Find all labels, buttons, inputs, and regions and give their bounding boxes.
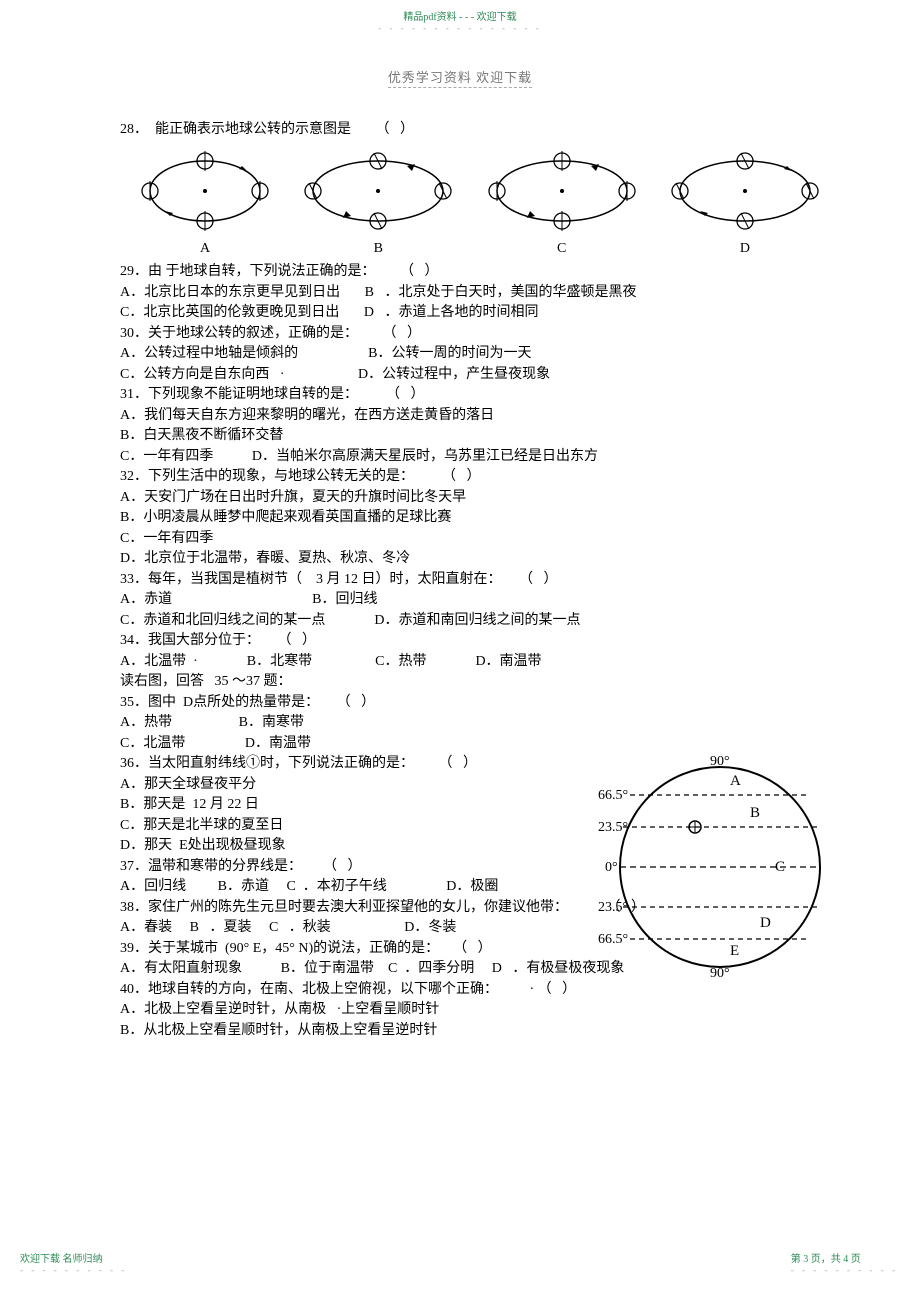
diagram-c: C bbox=[487, 146, 637, 260]
q40: 40．地球自转的方向，在南、北极上空俯视，以下哪个正确： · （ ） bbox=[120, 980, 800, 1001]
footer-right-text: 第 3 页，共 4 页 bbox=[791, 1254, 861, 1265]
diagram-a: A bbox=[140, 146, 270, 260]
zone-e: E bbox=[730, 943, 739, 959]
orbit-diagrams: A B bbox=[140, 146, 820, 260]
orbit-svg-d bbox=[670, 146, 820, 236]
q35a: A．热带 B．南寒带 bbox=[120, 713, 800, 734]
q31a: A．我们每天自东方迎来黎明的曙光，在西方送走黄昏的落日 bbox=[120, 406, 800, 427]
lat-235s: 23.5° bbox=[598, 900, 628, 915]
footer-right-dashes: - - - - - - - - - - bbox=[791, 1265, 898, 1275]
label-a: A bbox=[200, 239, 210, 260]
zone-figure: 90° 66.5° 23.5° 0° 23.5° 66.5° 90° A B C… bbox=[590, 755, 825, 980]
header-main-text: 优秀学习资料 欢迎下载 bbox=[388, 70, 532, 88]
q33: 33．每年，当我国是植树节（ 3 月 12 日）时，太阳直射在： （ ） bbox=[120, 570, 800, 591]
q30a: A．公转过程中地轴是倾斜的 B．公转一周的时间为一天 bbox=[120, 344, 800, 365]
q35c: C．北温带 D．南温带 bbox=[120, 734, 800, 755]
label-c: C bbox=[557, 239, 566, 260]
q33a: A．赤道 B．回归线 bbox=[120, 590, 800, 611]
q40a: A．北极上空看呈逆时针，从南极 ·上空看呈顺时针 bbox=[120, 1000, 800, 1021]
header-pdf: 精品pdf资料 - - - 欢迎下载 - - - - - - - - - - -… bbox=[0, 8, 920, 34]
lat-top: 90° bbox=[710, 755, 730, 769]
footer-left-dashes: - - - - - - - - - - bbox=[20, 1265, 127, 1275]
q28: 28． 能正确表示地球公转的示意图是 （ ） bbox=[120, 120, 800, 141]
q29: 29．由 于地球自转，下列说法正确的是： （ ） bbox=[120, 262, 800, 283]
lat-bottom: 90° bbox=[710, 966, 730, 980]
zone-b: B bbox=[750, 805, 760, 821]
orbit-svg-c bbox=[487, 146, 637, 236]
q32d: D．北京位于北温带，春暖、夏热、秋凉、冬冷 bbox=[120, 549, 800, 570]
q32: 32．下列生活中的现象，与地球公转无关的是： （ ） bbox=[120, 467, 800, 488]
label-d: D bbox=[740, 239, 750, 260]
header-pdf-dashes: - - - - - - - - - - - - - - - bbox=[378, 23, 541, 33]
footer-left-text: 欢迎下载 名师归纳 bbox=[20, 1254, 103, 1265]
q32c: C．一年有四季 bbox=[120, 529, 800, 550]
q29a: A．北京比日本的东京更早见到日出 B ．北京处于白天时，美国的华盛顿是黑夜 bbox=[120, 283, 800, 304]
q33c: C．赤道和北回归线之间的某一点 D．赤道和南回归线之间的某一点 bbox=[120, 611, 800, 632]
lat-235n: 23.5° bbox=[598, 820, 628, 835]
q34a: A．北温带 · B．北寒带 C．热带 D．南温带 bbox=[120, 652, 800, 673]
zone-c: C bbox=[775, 859, 785, 875]
zone-d: D bbox=[760, 915, 771, 931]
footer-right: 第 3 页，共 4 页 - - - - - - - - - - bbox=[791, 1250, 898, 1276]
label-b: B bbox=[374, 239, 383, 260]
q32b: B．小明凌晨从睡梦中爬起来观看英国直播的足球比赛 bbox=[120, 508, 800, 529]
q35: 35．图中 D点所处的热量带是： （ ） bbox=[120, 693, 800, 714]
diagram-b: B bbox=[303, 146, 453, 260]
header-main: 优秀学习资料 欢迎下载 bbox=[0, 67, 920, 86]
orbit-svg-b bbox=[303, 146, 453, 236]
diagram-d: D bbox=[670, 146, 820, 260]
q31: 31．下列现象不能证明地球自转的是： （ ） bbox=[120, 385, 800, 406]
q40b: B．从北极上空看呈顺时针，从南极上空看呈逆时针 bbox=[120, 1021, 800, 1042]
content-area: 28． 能正确表示地球公转的示意图是 （ ） A bbox=[120, 120, 800, 1041]
q31b: B．白天黑夜不断循环交替 bbox=[120, 426, 800, 447]
orbit-svg-a bbox=[140, 146, 270, 236]
q32a: A．天安门广场在日出时升旗，夏天的升旗时间比冬天早 bbox=[120, 488, 800, 509]
q34: 34．我国大部分位于： （ ） bbox=[120, 631, 800, 652]
lat-665n: 66.5° bbox=[598, 788, 628, 803]
q35pre: 读右图，回答 35 ～37 题： bbox=[120, 672, 800, 693]
footer-left: 欢迎下载 名师归纳 - - - - - - - - - - bbox=[20, 1250, 127, 1276]
zone-svg: 90° 66.5° 23.5° 0° 23.5° 66.5° 90° A B C… bbox=[590, 755, 825, 980]
q29c: C．北京比英国的伦敦更晚见到日出 D ．赤道上各地的时间相同 bbox=[120, 303, 800, 324]
q30: 30．关于地球公转的叙述，正确的是： （ ） bbox=[120, 324, 800, 345]
zone-a: A bbox=[730, 773, 741, 789]
q31c: C．一年有四季 D．当帕米尔高原满天星辰时，乌苏里江已经是日出东方 bbox=[120, 447, 800, 468]
header-pdf-text: 精品pdf资料 - - - 欢迎下载 bbox=[403, 12, 516, 23]
lat-0: 0° bbox=[605, 860, 618, 875]
q30c: C．公转方向是自东向西 · D．公转过程中，产生昼夜现象 bbox=[120, 365, 800, 386]
lat-665s: 66.5° bbox=[598, 932, 628, 947]
